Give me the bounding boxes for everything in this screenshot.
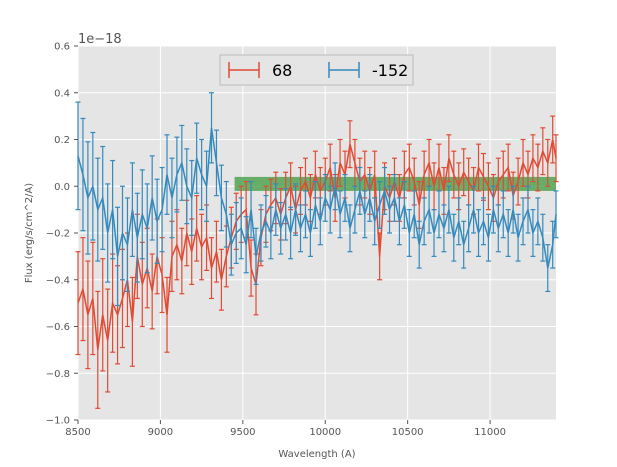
- x-tick-label-0: 8500: [65, 427, 90, 438]
- legend-label-0: 68: [272, 61, 292, 80]
- series-group: [75, 92, 559, 409]
- series-line-0: [77, 139, 557, 351]
- x-tick-label-2: 9500: [230, 427, 255, 438]
- x-tick-label-1: 9000: [148, 427, 173, 438]
- x-tick-label-5: 11000: [474, 427, 506, 438]
- y-tick-label-5: 0.0: [54, 182, 70, 193]
- y-axis-label: Flux (erg/s/cm^2/A): [24, 183, 35, 283]
- series-line-1: [77, 127, 557, 269]
- y-tick-label-3: −0.4: [46, 275, 70, 286]
- y-offset-label: 1e−18: [78, 32, 122, 47]
- y-tick-label-0: −1.0: [46, 416, 70, 427]
- y-tick-label-4: −0.2: [46, 229, 70, 240]
- legend: 68 -152: [219, 54, 414, 86]
- x-axis-label: Wavelength (A): [278, 449, 355, 460]
- legend-items: [228, 62, 360, 78]
- series-1: [75, 92, 559, 307]
- y-tick-label-7: 0.4: [54, 88, 70, 99]
- y-tick-label-2: −0.6: [46, 322, 70, 333]
- y-tick-label-6: 0.2: [54, 135, 70, 146]
- grid: [77, 45, 556, 421]
- ticks: 8500 9000 9500 10000 10500 11000 −1.0 −0.8 −0.6 −…: [46, 42, 506, 439]
- x-tick-label-4: 10500: [392, 427, 424, 438]
- y-tick-label-8: 0.6: [54, 42, 70, 53]
- y-tick-label-1: −0.8: [46, 369, 70, 380]
- x-tick-label-3: 10000: [309, 427, 341, 438]
- legend-label-1: -152: [372, 61, 408, 80]
